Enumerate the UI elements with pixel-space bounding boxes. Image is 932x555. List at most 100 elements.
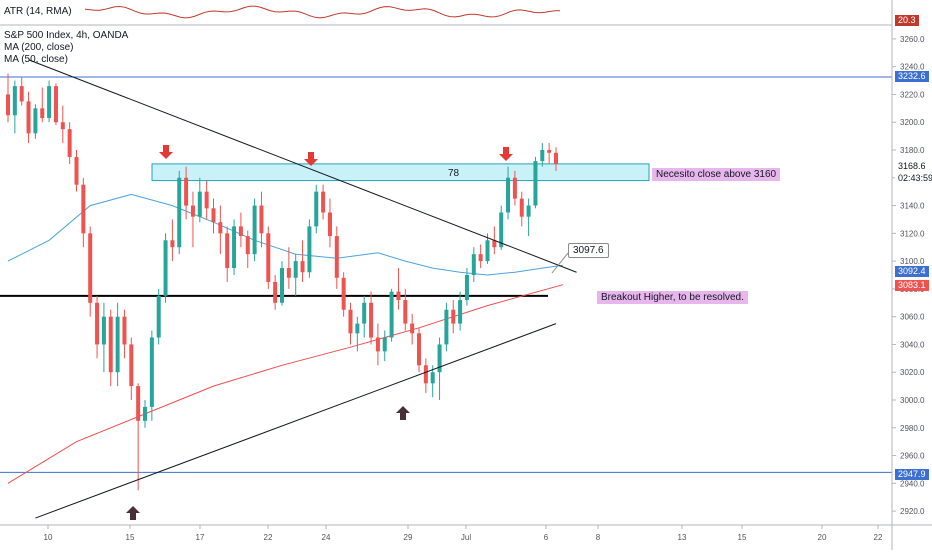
candle-body xyxy=(19,86,24,102)
price-tick-label: 3000.0 xyxy=(900,396,925,405)
down-arrow xyxy=(159,145,173,159)
close-above-note[interactable]: Necesito close above 3160 xyxy=(652,168,781,181)
candle-body xyxy=(115,316,120,373)
candle-body xyxy=(40,108,45,119)
countdown-tag: 02:43:59 xyxy=(895,173,932,184)
candle-body xyxy=(280,268,284,303)
candles xyxy=(6,73,558,491)
candle-body xyxy=(26,101,31,134)
candle-body xyxy=(6,94,10,116)
time-tick-label: 15 xyxy=(738,533,747,542)
atr-tag: 20.3 xyxy=(895,15,919,26)
ascending-trendline[interactable] xyxy=(35,323,557,519)
atr-pane xyxy=(84,5,561,19)
candle-body xyxy=(95,302,100,345)
candle-body xyxy=(307,226,312,273)
candle-body xyxy=(362,302,367,324)
ma200-line xyxy=(7,284,564,484)
ma200-legend: MA (200, close) xyxy=(4,42,74,53)
up-arrow xyxy=(126,506,140,520)
candle-body xyxy=(300,261,305,273)
down-arrow xyxy=(304,152,318,166)
candle-body xyxy=(540,150,545,162)
candle-body xyxy=(252,205,257,255)
candle-body xyxy=(478,254,483,262)
candle-body xyxy=(334,236,339,278)
price-tick-label: 3120.0 xyxy=(900,229,925,238)
candle-body xyxy=(170,240,175,248)
candle-body xyxy=(81,184,86,234)
candle-body xyxy=(451,309,456,324)
candle-body xyxy=(526,205,531,217)
resistance-zone-rect[interactable] xyxy=(151,163,650,182)
descending-trendline[interactable] xyxy=(28,59,577,273)
candle-body xyxy=(211,208,216,223)
candle-body xyxy=(464,275,469,300)
down-arrow xyxy=(499,147,513,161)
price-tick-label: 3040.0 xyxy=(900,340,925,349)
candle-body xyxy=(485,240,490,262)
candle-body xyxy=(410,323,415,334)
candle-body xyxy=(218,222,223,234)
candle-body xyxy=(471,254,476,275)
price-tick-label: 2960.0 xyxy=(900,452,925,461)
time-tick-label: 22 xyxy=(264,533,273,542)
last-price-tag: 3168.6 xyxy=(895,161,929,172)
breakout-note[interactable]: Breakout Higher, to be resolved. xyxy=(597,291,748,304)
price-tick-label: 3200.0 xyxy=(900,118,925,127)
time-tick-label: Jul xyxy=(461,533,471,542)
callout-connector xyxy=(551,252,569,274)
candle-body xyxy=(417,333,421,366)
candle-body xyxy=(156,295,161,338)
atr-legend: ATR (14, RMA) xyxy=(4,6,72,17)
candle-body xyxy=(74,156,79,185)
candle-body xyxy=(136,386,141,421)
candle-body xyxy=(533,161,538,206)
candle-body xyxy=(321,191,326,213)
candle-body xyxy=(266,233,271,282)
candle-body xyxy=(129,344,134,387)
up-arrow xyxy=(396,406,410,420)
time-tick-label: 13 xyxy=(678,533,687,542)
price-tick-label: 2980.0 xyxy=(900,424,925,433)
time-tick-label: 20 xyxy=(818,533,827,542)
trendlines[interactable] xyxy=(28,59,577,519)
candle-body xyxy=(348,309,353,334)
candle-body xyxy=(259,205,264,234)
candle-body xyxy=(444,309,449,345)
candle-body xyxy=(499,212,504,248)
candle-body xyxy=(519,198,524,217)
candle-body xyxy=(53,86,58,123)
candle-body xyxy=(423,365,428,384)
candle-body xyxy=(430,372,435,384)
candle-body xyxy=(204,191,209,209)
time-tick-label: 24 xyxy=(322,533,331,542)
candle-body xyxy=(47,86,52,119)
candle-body xyxy=(369,302,374,338)
resistance-zone[interactable] xyxy=(151,163,650,182)
price-tick-label: 3140.0 xyxy=(900,202,925,211)
candle-body xyxy=(458,300,463,324)
candle-body xyxy=(341,277,346,310)
resistance-tag: 3232.6 xyxy=(895,71,929,82)
candle-body xyxy=(163,240,168,296)
time-tick-label: 17 xyxy=(196,533,205,542)
price-tick-label: 3220.0 xyxy=(900,90,925,99)
candle-body xyxy=(149,337,154,407)
price-tick-label: 3060.0 xyxy=(900,313,925,322)
candle-body xyxy=(232,226,237,269)
callout-label[interactable]: 3097.6 xyxy=(568,243,609,258)
candle-body xyxy=(67,129,72,157)
candle-body xyxy=(396,291,401,300)
candle-body xyxy=(122,316,127,345)
candle-body xyxy=(492,240,497,248)
candle-body xyxy=(60,122,65,130)
candle-body xyxy=(355,323,360,334)
candle-body xyxy=(184,177,189,206)
candle-body xyxy=(437,344,442,373)
symbol-legend: S&P 500 Index, 4h, OANDA xyxy=(4,30,129,41)
candle-body xyxy=(225,233,230,269)
time-tick-label: 29 xyxy=(404,533,413,542)
